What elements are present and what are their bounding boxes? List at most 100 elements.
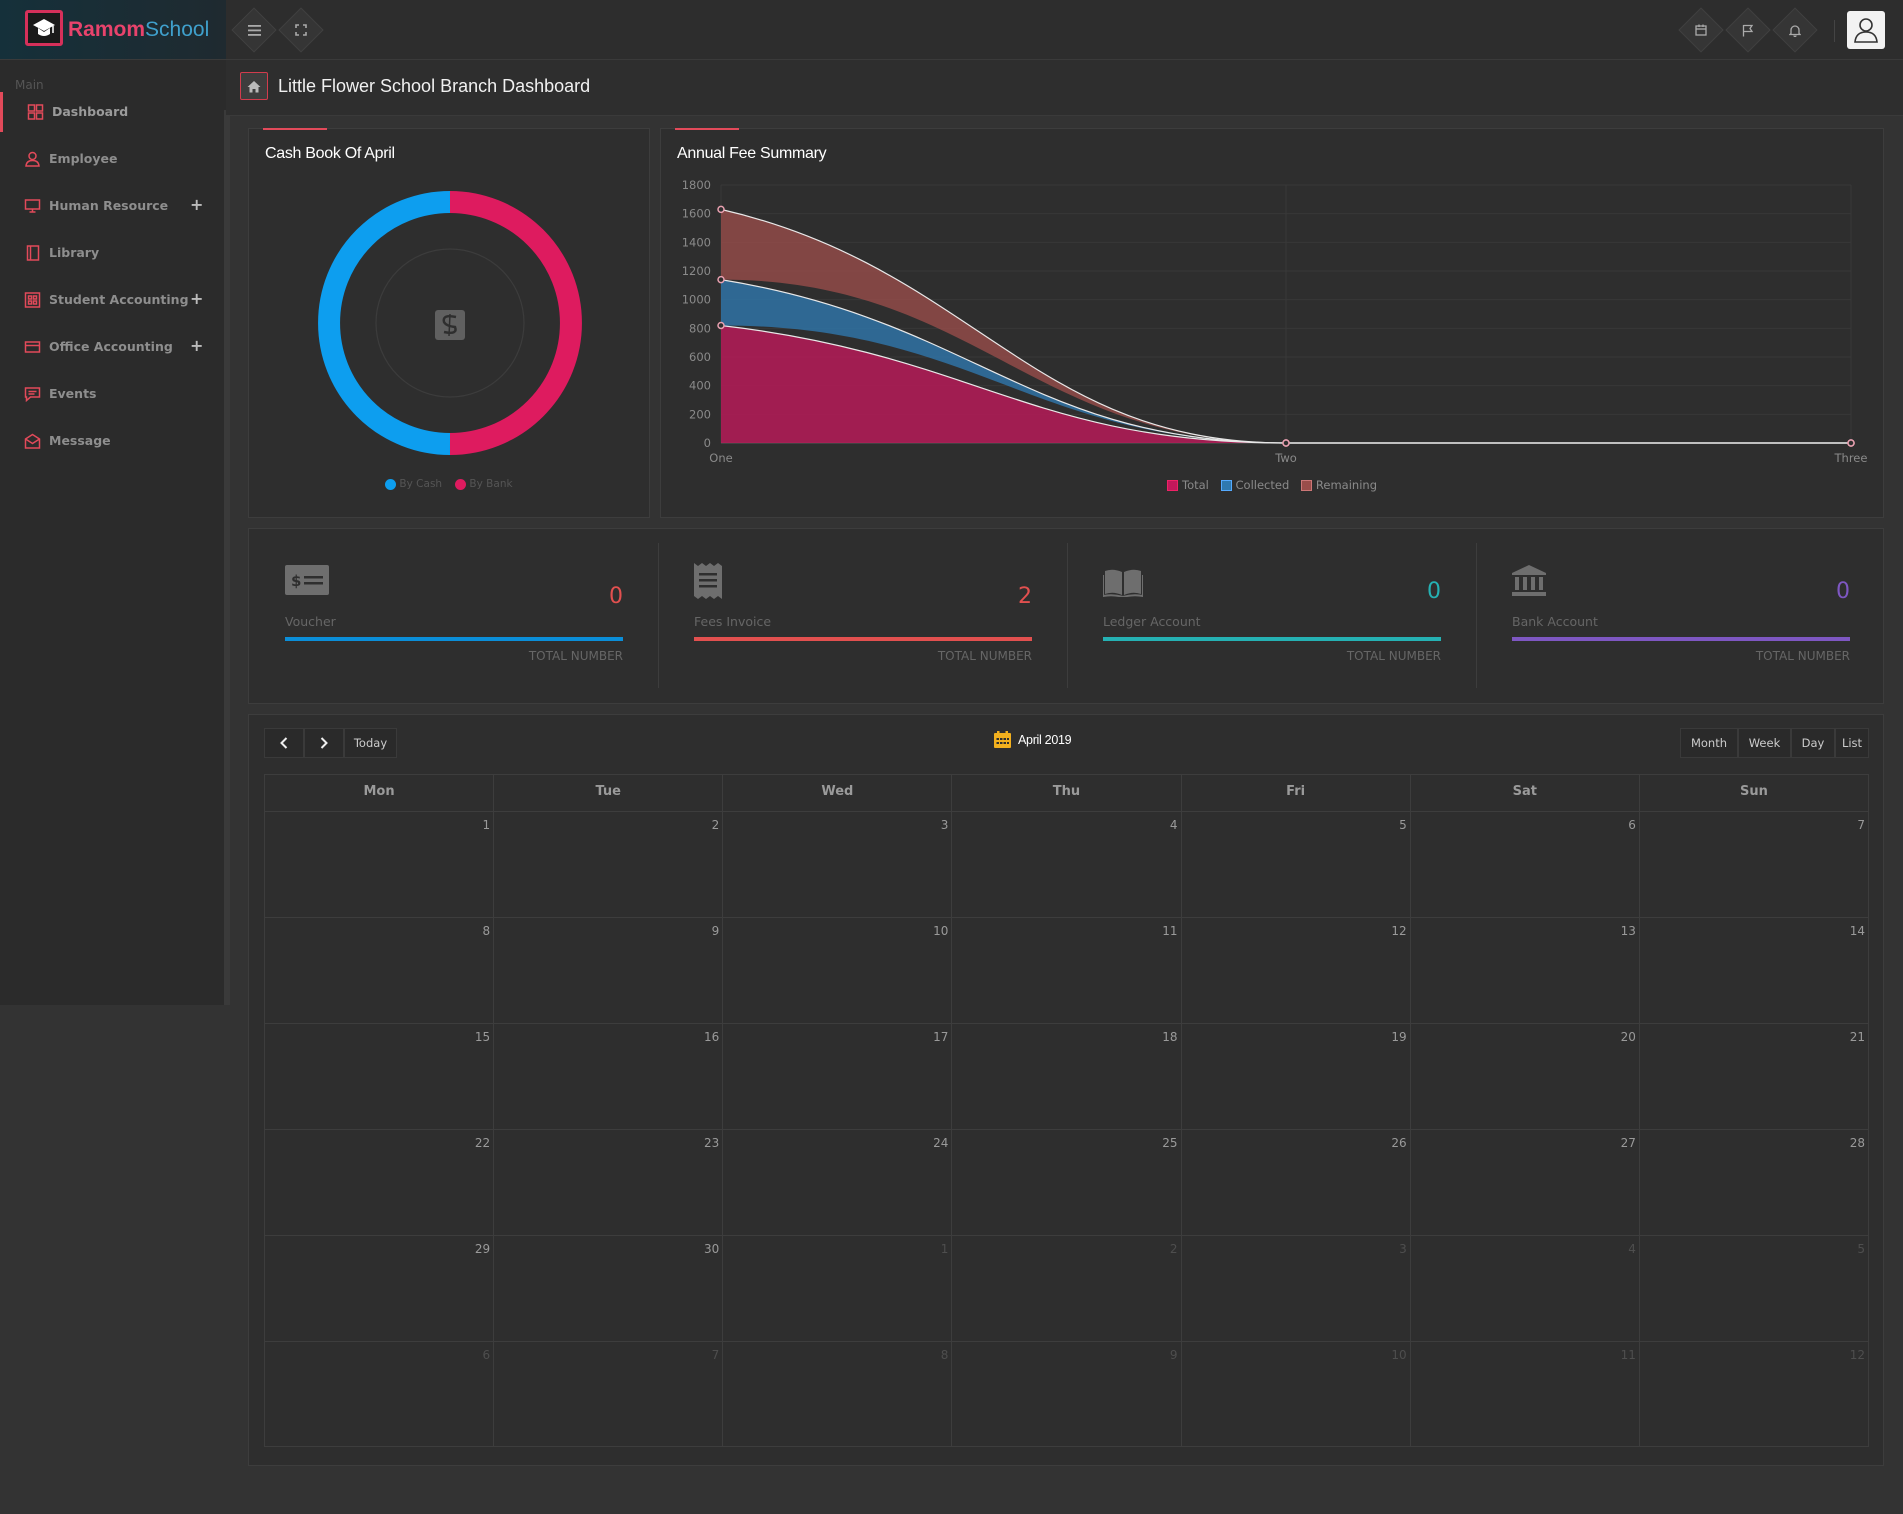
calendar-day-cell[interactable]: 30 <box>494 1236 724 1341</box>
sidebar-item-message[interactable]: Message <box>0 421 224 461</box>
day-number[interactable]: 8 <box>482 924 491 938</box>
day-number[interactable]: 3 <box>1399 1242 1407 1256</box>
calendar-day-cell[interactable]: 23 <box>494 1130 724 1235</box>
calendar-day-cell[interactable]: 24 <box>723 1130 953 1235</box>
today-button[interactable]: Today <box>344 728 397 758</box>
day-number[interactable]: 7 <box>711 1348 720 1362</box>
data-point-total[interactable] <box>717 321 725 330</box>
next-month-button[interactable] <box>304 728 344 758</box>
calendar-day-cell[interactable]: 25 <box>952 1130 1182 1235</box>
calendar-day-cell[interactable]: 10 <box>723 918 953 1023</box>
expand-icon[interactable]: + <box>190 289 204 308</box>
expand-icon[interactable]: + <box>190 195 204 214</box>
day-number[interactable]: 25 <box>1162 1136 1178 1150</box>
calendar-day-cell[interactable]: 6 <box>1411 812 1640 917</box>
day-number[interactable]: 6 <box>482 1348 491 1362</box>
day-number[interactable]: 10 <box>1391 1348 1407 1362</box>
calendar-day-cell[interactable]: 2 <box>952 1236 1182 1341</box>
day-number[interactable]: 8 <box>940 1348 949 1362</box>
sidebar-item-office-accounting[interactable]: Office Accounting + <box>0 327 224 367</box>
prev-month-button[interactable] <box>264 728 304 758</box>
data-point-remaining[interactable] <box>1282 439 1290 447</box>
view-week-button[interactable]: Week <box>1738 728 1791 758</box>
area-series-total[interactable] <box>721 325 1851 443</box>
notifications-button[interactable] <box>1772 7 1818 53</box>
day-number[interactable]: 21 <box>1849 1030 1865 1044</box>
day-number[interactable]: 11 <box>1620 1348 1636 1362</box>
sidebar-item-human-resource[interactable]: Human Resource + <box>0 186 224 226</box>
day-number[interactable]: 30 <box>704 1242 720 1256</box>
sidebar-item-dashboard[interactable]: Dashboard <box>0 92 224 132</box>
view-day-button[interactable]: Day <box>1791 728 1835 758</box>
calendar-day-cell[interactable]: 8 <box>265 918 495 1023</box>
home-button[interactable] <box>240 72 268 100</box>
calendar-day-cell[interactable]: 15 <box>265 1024 495 1129</box>
expand-icon[interactable]: + <box>190 336 204 355</box>
calendar-day-cell[interactable]: 11 <box>1411 1342 1640 1446</box>
sidebar-item-library[interactable]: Library <box>0 233 224 273</box>
calendar-day-cell[interactable]: 3 <box>1182 1236 1411 1341</box>
view-month-button[interactable]: Month <box>1680 728 1738 758</box>
day-number[interactable]: 16 <box>704 1030 720 1044</box>
calendar-day-cell[interactable]: 11 <box>952 918 1182 1023</box>
day-number[interactable]: 29 <box>474 1242 491 1256</box>
day-number[interactable]: 27 <box>1620 1136 1636 1150</box>
calendar-day-cell[interactable]: 5 <box>1182 812 1411 917</box>
calendar-day-cell[interactable]: 10 <box>1182 1342 1411 1446</box>
day-number[interactable]: 18 <box>1162 1030 1178 1044</box>
calendar-day-cell[interactable]: 12 <box>1182 918 1411 1023</box>
calendar-day-cell[interactable]: 17 <box>723 1024 953 1129</box>
day-number[interactable]: 19 <box>1391 1030 1407 1044</box>
calendar-day-cell[interactable]: 7 <box>494 1342 724 1446</box>
day-number[interactable]: 1 <box>482 818 491 832</box>
donut-slice-by-bank[interactable] <box>449 191 582 455</box>
day-number[interactable]: 4 <box>1628 1242 1636 1256</box>
sidebar-item-student-accounting[interactable]: Student Accounting + <box>0 280 224 320</box>
calendar-day-cell[interactable]: 22 <box>265 1130 495 1235</box>
day-number[interactable]: 5 <box>1399 818 1407 832</box>
logo[interactable]: RamomSchool <box>0 0 226 59</box>
sidebar-scroll-track[interactable] <box>224 110 230 1005</box>
calendar-button[interactable] <box>1678 7 1724 53</box>
day-number[interactable]: 9 <box>711 924 720 938</box>
area-series-remaining[interactable] <box>721 209 1851 443</box>
data-point-collected[interactable] <box>717 275 725 284</box>
day-number[interactable]: 13 <box>1620 924 1636 938</box>
day-number[interactable]: 26 <box>1391 1136 1407 1150</box>
calendar-day-cell[interactable]: 5 <box>1640 1236 1868 1341</box>
day-number[interactable]: 10 <box>933 924 949 938</box>
day-number[interactable]: 12 <box>1391 924 1407 938</box>
calendar-day-cell[interactable]: 12 <box>1640 1342 1868 1446</box>
calendar-day-cell[interactable]: 20 <box>1411 1024 1640 1129</box>
flag-button[interactable] <box>1725 7 1771 53</box>
user-avatar[interactable] <box>1847 11 1885 49</box>
calendar-day-cell[interactable]: 19 <box>1182 1024 1411 1129</box>
calendar-day-cell[interactable]: 1 <box>723 1236 953 1341</box>
day-number[interactable]: 11 <box>1162 924 1178 938</box>
calendar-day-cell[interactable]: 27 <box>1411 1130 1640 1235</box>
sidebar-item-events[interactable]: Events <box>0 374 224 414</box>
legend-item-total[interactable]: Total <box>1167 478 1209 492</box>
calendar-day-cell[interactable]: 18 <box>952 1024 1182 1129</box>
day-number[interactable]: 24 <box>933 1136 949 1150</box>
calendar-day-cell[interactable]: 21 <box>1640 1024 1868 1129</box>
calendar-day-cell[interactable]: 4 <box>952 812 1182 917</box>
day-number[interactable]: 20 <box>1620 1030 1636 1044</box>
day-number[interactable]: 17 <box>933 1030 949 1044</box>
day-number[interactable]: 23 <box>704 1136 720 1150</box>
area-series-collected[interactable] <box>721 279 1851 443</box>
legend-item-by-bank[interactable]: By Bank <box>455 478 513 490</box>
day-number[interactable]: 28 <box>1849 1136 1865 1150</box>
calendar-day-cell[interactable]: 7 <box>1640 812 1868 917</box>
calendar-day-cell[interactable]: 29 <box>265 1236 495 1341</box>
day-number[interactable]: 12 <box>1849 1348 1865 1362</box>
calendar-day-cell[interactable]: 16 <box>494 1024 724 1129</box>
calendar-day-cell[interactable]: 14 <box>1640 918 1868 1023</box>
calendar-day-cell[interactable]: 6 <box>265 1342 495 1446</box>
calendar-day-cell[interactable]: 4 <box>1411 1236 1640 1341</box>
legend-item-remaining[interactable]: Remaining <box>1300 478 1377 492</box>
calendar-day-cell[interactable]: 1 <box>265 812 495 917</box>
day-number[interactable]: 2 <box>711 818 720 832</box>
day-number[interactable]: 14 <box>1849 924 1865 938</box>
calendar-day-cell[interactable]: 28 <box>1640 1130 1868 1235</box>
